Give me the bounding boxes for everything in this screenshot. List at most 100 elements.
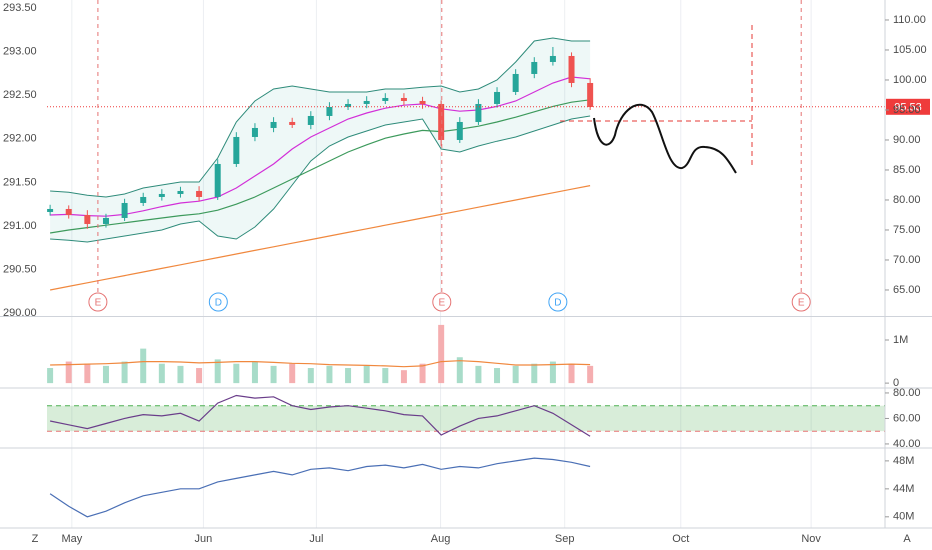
volume-bar	[214, 359, 221, 384]
x-tick-label: Sep	[555, 533, 575, 545]
series-line	[50, 76, 591, 217]
candle-body	[84, 214, 91, 224]
series-line	[49, 457, 591, 518]
volume-bar	[307, 368, 314, 384]
candle-body	[214, 163, 221, 197]
volume-bar	[363, 365, 370, 384]
volume-bar	[456, 357, 463, 384]
event-marker	[432, 292, 452, 312]
candle-body	[419, 100, 426, 104]
y2-tick-label: 292.50	[3, 89, 37, 101]
volume-bar	[251, 361, 258, 384]
volume-bar	[475, 365, 482, 384]
candle-body	[140, 196, 147, 203]
candle-body	[270, 121, 277, 128]
plot-layer: 95.53 E D E D E	[47, 0, 930, 518]
candle-body	[363, 100, 370, 104]
volume-bar	[140, 348, 147, 384]
y-tick-label: 44M	[893, 483, 914, 495]
x-tick-label: Jun	[195, 533, 213, 545]
event-label: D	[215, 298, 222, 309]
hand-drawing	[593, 103, 737, 174]
candle-body	[382, 97, 389, 101]
x-tick-label: Aug	[431, 533, 451, 545]
event-marker	[548, 292, 568, 312]
candle-body	[289, 121, 296, 125]
candle-body	[251, 127, 258, 137]
series-line	[50, 99, 591, 234]
series-line	[50, 360, 591, 368]
volume-bar	[65, 361, 72, 384]
volume-bar	[196, 368, 203, 384]
bollinger-fill	[50, 38, 591, 242]
y-tick-label: 80.00	[893, 194, 921, 206]
volume-bar	[326, 365, 333, 384]
candle-body	[568, 55, 575, 83]
candle-body	[196, 190, 203, 197]
event-marker	[791, 292, 811, 312]
event-marker	[208, 292, 228, 312]
candle-body	[121, 202, 128, 218]
volume-bar	[400, 370, 407, 384]
candle-body	[345, 103, 352, 107]
y-tick-label: 100.00	[893, 74, 927, 86]
volume-bar	[158, 363, 165, 384]
x-tick-label: Oct	[672, 533, 689, 545]
volume-bar	[84, 363, 91, 384]
volume-bar	[270, 365, 277, 384]
volume-bar	[438, 324, 445, 384]
y-tick-label: 70.00	[893, 254, 921, 266]
candle-body	[158, 193, 165, 197]
candle-body	[494, 91, 501, 104]
event-label: E	[438, 298, 445, 309]
bollinger-lower	[50, 115, 591, 243]
last-price-box	[886, 98, 930, 115]
y-tick-label: 85.00	[893, 164, 921, 176]
volume-bar	[102, 365, 109, 384]
candle-body	[307, 115, 314, 125]
y-tick-label: 105.00	[893, 44, 927, 56]
toolbar-auto[interactable]: A	[903, 533, 911, 545]
y-tick-label: 1M	[893, 334, 908, 346]
event-label: E	[95, 298, 102, 309]
band-fill	[47, 405, 885, 432]
candle-body	[326, 106, 333, 116]
y-tick-label: 95.00	[893, 104, 921, 116]
volume-bar	[568, 363, 575, 384]
y2-tick-label: 291.00	[3, 220, 37, 232]
panel-frame	[0, 0, 932, 529]
candle-body	[47, 208, 54, 212]
volume-bar	[382, 368, 389, 384]
x-tick-label: Nov	[801, 533, 821, 545]
volume-bar	[121, 361, 128, 384]
y-tick-label: 75.00	[893, 224, 921, 236]
candle-body	[587, 82, 594, 107]
event-label: D	[554, 298, 561, 309]
x-tick-label: Jul	[309, 533, 323, 545]
volume-bar	[512, 365, 519, 384]
volume-bar	[494, 368, 501, 384]
y2-tick-label: 292.00	[3, 133, 37, 145]
drawings	[560, 25, 753, 174]
y-tick-label: 90.00	[893, 134, 921, 146]
y2-tick-label: 290.00	[3, 307, 37, 319]
candle-body	[456, 121, 463, 140]
volume-bar	[233, 363, 240, 384]
y-tick-label: 0	[893, 377, 899, 389]
toolbar-zoom[interactable]: Z	[32, 533, 39, 545]
series-line	[49, 185, 591, 291]
x-tick-label: May	[61, 533, 82, 545]
grid-layer	[71, 0, 812, 528]
y2-tick-label: 293.00	[3, 45, 37, 57]
candle-body	[177, 190, 184, 194]
volume-bar	[587, 365, 594, 384]
last-price-label: 95.53	[894, 102, 922, 114]
y2-tick-label: 291.50	[3, 176, 37, 188]
volume-bar	[177, 365, 184, 384]
event-label: E	[798, 298, 805, 309]
candle-body	[512, 73, 519, 92]
y-tick-label: 110.00	[893, 14, 926, 26]
candle-body	[65, 208, 72, 215]
y2-tick-label: 290.50	[3, 264, 37, 276]
